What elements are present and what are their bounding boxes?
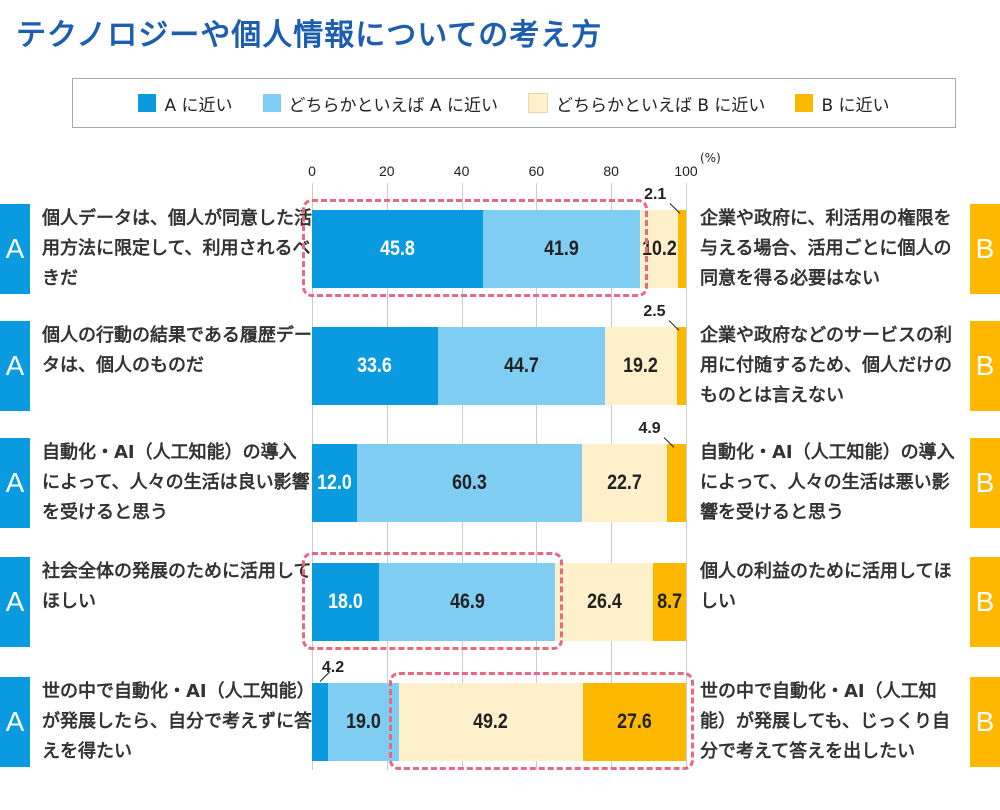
legend-swatch [527,93,548,113]
b-badge: B [970,557,1000,647]
bar-value-label-outside: 4.9 [638,420,661,437]
b-statement: 企業や政府に、利活用の権限を与える場合、活用ごとに個人の同意を得る必要はない [700,208,952,289]
bar-value-label: 60.3 [452,471,487,494]
a-statement: 世の中で自動化・AI（人工知能）が発展したら、自分で考えずに答えを得たい [42,681,312,762]
a-badge: A [0,204,30,294]
bar-value-label: 33.6 [357,354,393,377]
bar-value-label: 44.7 [503,354,539,377]
a-badge: A [0,321,30,411]
bar-segment: 12.0 [312,444,357,522]
legend: A に近い どちらかといえば A に近い どちらかといえば B に近い B に近い [72,78,956,128]
b-badge: B [970,204,1000,294]
chart-title: テクノロジーや個人情報についての考え方 [16,18,603,53]
bar-segment: 45.8 [312,210,484,288]
bar-segment: 8.7 [653,563,686,641]
b-statement: 企業や政府などのサービスの利用に付随するため、個人だけのものとは言えない [700,325,952,406]
bar-segment: 27.6 [582,683,686,761]
b-badge: B [970,321,1000,411]
bar-segment: 19.2 [604,327,677,405]
bar-segment: 33.6 [312,327,438,405]
legend-label: A に近い [164,95,233,116]
b-badge: B [970,438,1000,528]
bar-value-label: 10.2 [641,237,677,260]
unit-label: (%) [700,151,721,165]
highlight-box [302,552,563,650]
x-tick-label: 40 [453,163,470,179]
b-statement: 自動化・AI（人工知能）の導入によって、人々の生活は悪い影響を受けると思う [700,442,955,523]
bar-segment: 19.0 [327,683,399,761]
bar-value-label: 49.2 [473,710,509,733]
legend-label: どちらかといえば B に近い [555,95,766,116]
x-tick-label: 80 [603,163,619,179]
legend-swatch [262,94,281,112]
bar-value-label: 46.9 [449,590,485,613]
bar-value-label: 22.7 [607,471,643,494]
bar-segment: 46.9 [379,563,555,641]
bar-segment: 49.2 [398,683,583,761]
bar-value-label-outside: 2.1 [644,186,667,203]
a-badge: A [0,438,30,528]
bar-segment: 41.9 [483,210,640,288]
a-statement: 自動化・AI（人工知能）の導入によって、人々の生活は良い影響を受けると思う [42,442,310,523]
b-statement: 個人の利益のために活用してほしい [700,561,952,612]
bar-segment: 18.0 [312,563,380,641]
legend-item: どちらかといえば B に近い [527,91,766,116]
a-statement: 個人の行動の結果である履歴データは、個人のものだ [42,325,312,376]
bar-value-label: 18.0 [328,590,364,613]
legend-label: B に近い [821,95,890,116]
bar-value-label: 27.6 [617,710,652,733]
x-tick-label: 20 [379,163,395,179]
b-statement: 世の中で自動化・AI（人工知能）が発展しても、じっくり自分で考えて答えを出したい [700,681,951,762]
a-statement: 個人データは、個人が同意した活用方法に限定して、利用されるべきだ [42,208,312,289]
bar-segment [678,210,686,288]
bar-segment: 22.7 [582,444,668,522]
bar-value-label: 19.0 [345,710,381,733]
x-tick-label: 100 [674,163,698,179]
a-badge: A [0,677,30,767]
a-badge: A [0,557,30,647]
highlight-box [302,199,648,297]
x-tick-label: 0 [308,163,316,179]
bar-value-label: 45.8 [380,237,416,260]
bar-segment: 60.3 [356,444,583,522]
b-badge: B [970,677,1000,767]
bar-value-label: 26.4 [586,590,622,613]
bar-segment: 26.4 [554,563,654,641]
bar-value-label: 8.7 [657,590,683,613]
legend-label: どちらかといえば A に近い [288,95,498,116]
legend-item: B に近い [795,91,890,116]
legend-item: どちらかといえば A に近い [262,91,498,116]
x-tick-label: 60 [528,163,545,179]
bar-segment [667,444,686,522]
gridline [686,183,687,770]
bar-segment: 44.7 [437,327,605,405]
legend-swatch [138,94,157,112]
bar-value-label: 19.2 [623,354,659,377]
bar-segment [312,683,328,761]
legend-swatch [795,94,814,112]
bar-value-label: 12.0 [317,471,352,494]
highlight-box [388,672,694,770]
bar-segment [676,327,686,405]
legend-item: A に近い [138,91,233,116]
bar-value-label: 41.9 [544,237,579,260]
a-statement: 社会全体の発展のために活用してほしい [42,561,312,612]
bar-value-label-outside: 2.5 [643,303,666,320]
